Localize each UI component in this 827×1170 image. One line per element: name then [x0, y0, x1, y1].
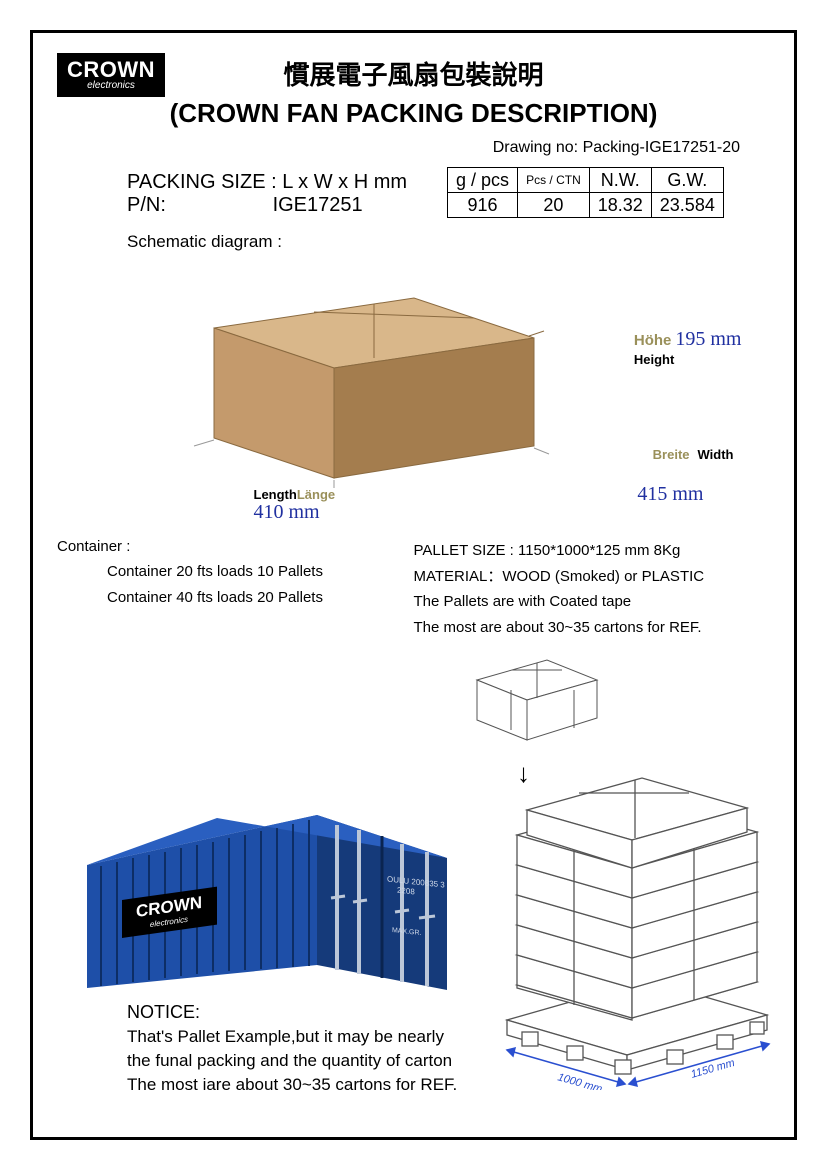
pallet-size: PALLET SIZE : 1150*1000*125 mm 8Kg	[414, 538, 771, 564]
width-label: BreiteWidth	[653, 447, 734, 462]
logo-sub: electronics	[67, 81, 155, 91]
logo-brand: CROWN	[67, 59, 155, 81]
th-gpcs: g / pcs	[448, 168, 518, 193]
mid-columns: Container : Container 20 fts loads 10 Pa…	[57, 538, 770, 640]
carton-diagram: Höhe195 mm Height BreiteWidth 415 mm Len…	[134, 258, 694, 518]
notice-header: NOTICE:	[127, 1000, 507, 1025]
pallet-width-dim: 1000 mm	[556, 1071, 603, 1090]
notice-block: NOTICE: That's Pallet Example,but it may…	[127, 1000, 507, 1097]
container-header: Container :	[57, 538, 414, 555]
td-gpcs: 916	[448, 193, 518, 218]
carton-3d-icon	[174, 268, 574, 488]
lower-diagrams: ↓	[57, 650, 770, 1090]
svg-text:2208: 2208	[397, 886, 415, 897]
packing-size-label: PACKING SIZE : L x W x H mm	[127, 171, 407, 194]
notice-line1: That's Pallet Example,but it may be near…	[127, 1025, 507, 1049]
drawing-number: Drawing no: Packing-IGE17251-20	[57, 139, 770, 157]
th-gw: G.W.	[651, 168, 723, 193]
spec-table: g / pcs Pcs / CTN N.W. G.W. 916 20 18.32…	[447, 167, 724, 218]
td-gw: 23.584	[651, 193, 723, 218]
length-label: LengthLänge	[254, 487, 336, 502]
small-carton-icon	[467, 650, 607, 750]
schematic-label: Schematic diagram :	[127, 232, 770, 252]
crown-logo: CROWN electronics	[57, 53, 165, 97]
pallet-stack-diagram: 1000 mm 1150 mm	[467, 760, 797, 1090]
pn-label: P/N:	[127, 194, 267, 217]
title-en: (CROWN FAN PACKING DESCRIPTION)	[57, 98, 770, 129]
width-value: 415 mm	[637, 483, 703, 506]
notice-line3: The most iare about 30~35 cartons for RE…	[127, 1073, 507, 1097]
height-label: Höhe195 mm Height	[634, 328, 742, 368]
td-nw: 18.32	[589, 193, 651, 218]
pallet-ref: The most are about 30~35 cartons for REF…	[414, 615, 771, 641]
length-value: 410 mm	[254, 501, 320, 524]
notice-line2: the funal packing and the quantity of ca…	[127, 1049, 507, 1073]
container-line2: Container 40 fts loads 20 Pallets	[107, 585, 414, 611]
pallet-tape: The Pallets are with Coated tape	[414, 589, 771, 615]
shipping-container-icon: CROWN electronics OULU 200835 3 2208 MAX…	[87, 770, 467, 1010]
td-pcsctn: 20	[518, 193, 590, 218]
container-line1: Container 20 fts loads 10 Pallets	[107, 559, 414, 585]
pn-value: IGE17251	[273, 194, 363, 216]
packing-info: PACKING SIZE : L x W x H mm P/N: IGE1725…	[127, 171, 770, 218]
pallet-material: MATERIAL：WOOD (Smoked) or PLASTIC	[414, 564, 771, 590]
th-pcsctn: Pcs / CTN	[518, 168, 590, 193]
th-nw: N.W.	[589, 168, 651, 193]
